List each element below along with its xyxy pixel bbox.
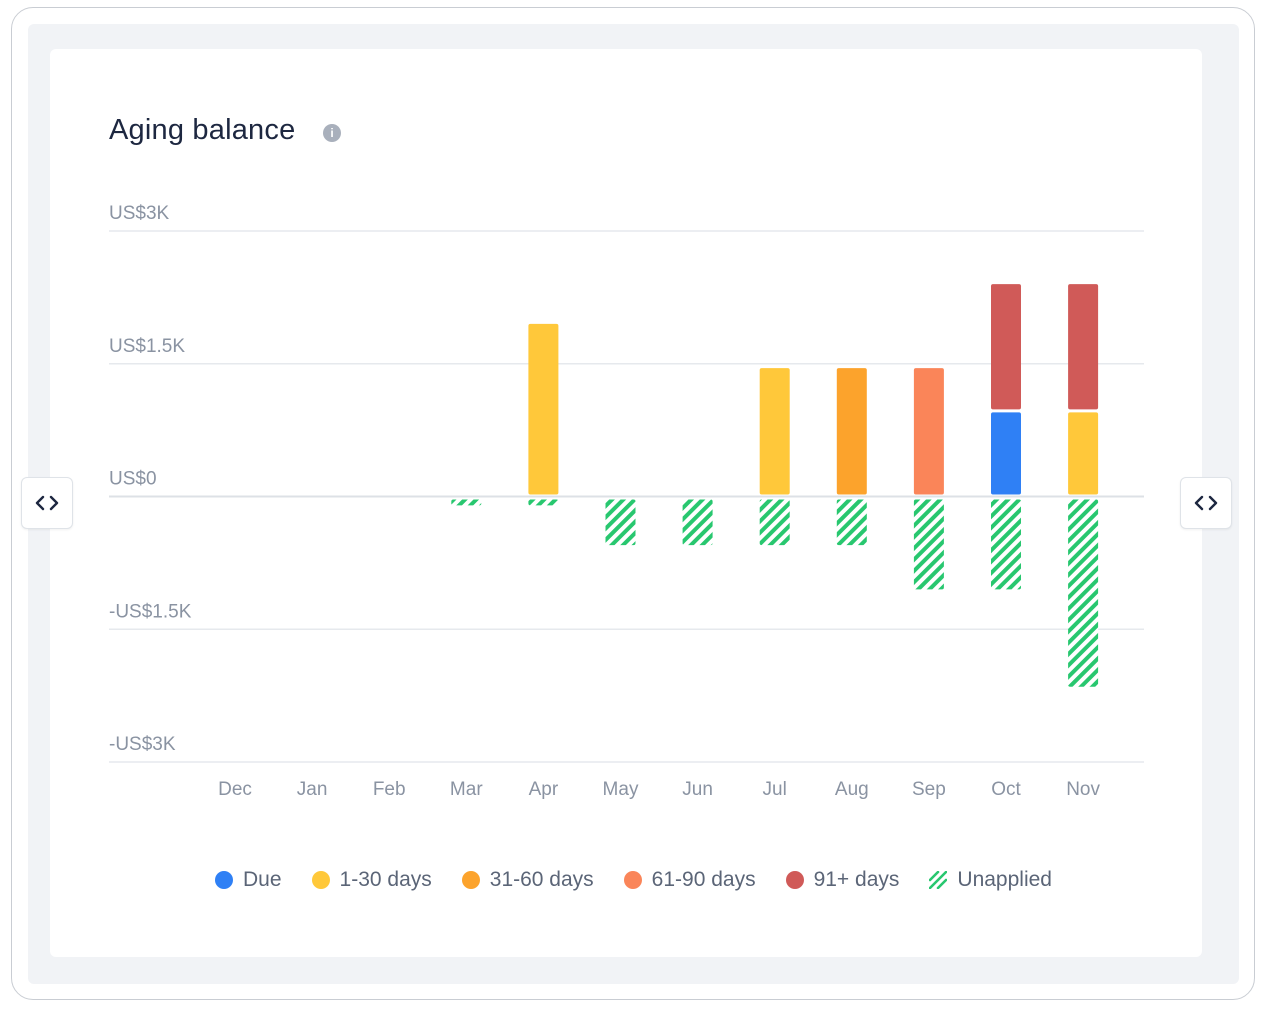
x-tick-label: Jan <box>297 779 328 800</box>
legend-swatch <box>461 871 480 889</box>
bar-unapplied-apr <box>528 499 559 506</box>
y-tick-label: -US$3K <box>109 734 176 755</box>
legend-swatch <box>785 871 804 889</box>
bar-unapplied-jul <box>759 499 790 546</box>
x-tick-label: Dec <box>218 779 252 800</box>
bar-1-30-days-apr <box>528 323 559 495</box>
code-brackets-icon <box>1194 495 1218 511</box>
legend-swatch <box>215 871 233 889</box>
bar-unapplied-may <box>605 499 636 546</box>
legend-swatch <box>929 870 948 890</box>
x-tick-label: Apr <box>529 779 559 800</box>
aging-balance-chart: US$3K US$1.5K US$0 -US$1.5K -US$3K Dec Jan Feb M… <box>109 203 1144 800</box>
bar-unapplied-nov <box>1068 499 1099 687</box>
expand-right-handle[interactable] <box>1180 477 1232 529</box>
bar-unapplied-oct <box>991 499 1021 590</box>
legend-swatch <box>311 871 330 889</box>
code-brackets-icon <box>35 495 59 511</box>
x-tick-label: Feb <box>373 779 406 800</box>
legend-label: 91+ days <box>813 868 900 891</box>
x-tick-label: Sep <box>912 779 946 800</box>
bar-unapplied-jun <box>682 499 713 546</box>
x-tick-label: Oct <box>991 779 1021 800</box>
bar-unapplied-mar <box>451 499 482 506</box>
legend-item[interactable]: Unapplied <box>929 868 1052 892</box>
bar-unapplied-sep <box>913 499 944 590</box>
legend-label: 31-60 days <box>489 868 594 891</box>
expand-left-handle[interactable] <box>21 477 73 529</box>
x-tick-label: Jul <box>763 779 787 800</box>
legend-label: 61-90 days <box>651 868 756 891</box>
legend-label: 1-30 days <box>339 868 432 891</box>
legend-item[interactable]: 61-90 days <box>623 868 756 892</box>
y-tick-label: US$0 <box>109 469 157 490</box>
legend-swatch <box>623 871 642 889</box>
x-tick-label: Nov <box>1066 779 1100 800</box>
chart-legend: Due 1-30 days 31-60 days 61-90 days 91+ days… <box>0 868 1267 892</box>
bar-1-30-days-jul <box>759 368 790 495</box>
bar-31-60-days-aug <box>836 368 867 495</box>
x-tick-label: Mar <box>450 779 483 800</box>
legend-label: Due <box>243 868 282 891</box>
y-tick-label: US$1.5K <box>109 336 185 357</box>
legend-item[interactable]: Due <box>215 868 282 892</box>
y-tick-label: US$3K <box>109 203 170 224</box>
bar-1-30-days-nov <box>1068 412 1099 495</box>
legend-item[interactable]: 91+ days <box>785 868 900 892</box>
legend-item[interactable]: 1-30 days <box>311 868 432 892</box>
bar-unapplied-aug <box>836 499 867 546</box>
bar-91-days-oct <box>991 284 1021 410</box>
y-tick-label: -US$1.5K <box>109 601 192 622</box>
legend-item[interactable]: 31-60 days <box>461 868 594 892</box>
bar-91-days-nov <box>1068 284 1099 410</box>
chart-title: Aging balance <box>109 114 296 146</box>
bar-61-90-days-sep <box>913 368 944 495</box>
bar-due-oct <box>991 412 1021 495</box>
x-tick-label: Jun <box>682 779 713 800</box>
x-tick-label: Aug <box>835 779 869 800</box>
x-tick-label: May <box>603 779 639 800</box>
info-icon[interactable]: i <box>323 124 341 142</box>
legend-label: Unapplied <box>957 868 1052 891</box>
